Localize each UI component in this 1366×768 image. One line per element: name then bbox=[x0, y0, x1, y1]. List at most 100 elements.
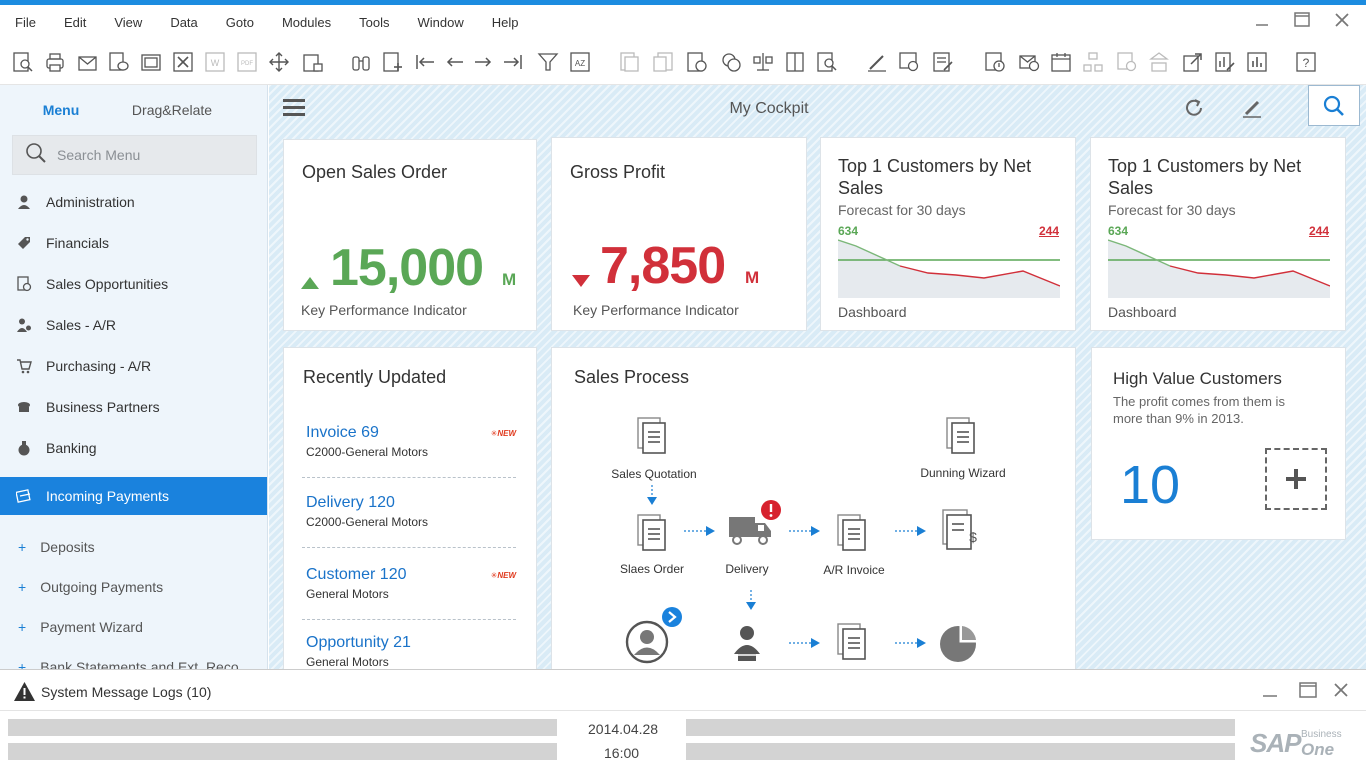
customer-avatar-icon[interactable] bbox=[625, 620, 671, 666]
sidebar-item-financials[interactable]: Financials bbox=[0, 222, 267, 263]
delivery-truck-icon[interactable] bbox=[727, 511, 775, 547]
minimize-icon[interactable] bbox=[1262, 682, 1278, 703]
trend-down-icon bbox=[572, 275, 590, 287]
previous-record-icon[interactable] bbox=[444, 51, 466, 73]
form-settings-icon[interactable] bbox=[932, 51, 954, 73]
bar-chart-icon[interactable] bbox=[1246, 51, 1268, 73]
sidebar-subitem-deposits[interactable]: + Deposits bbox=[0, 527, 267, 567]
sidebar-subitem-bank-statements[interactable]: + Bank Statements and Ext. Reco... bbox=[0, 647, 267, 669]
add-tile-button[interactable] bbox=[1265, 448, 1327, 510]
list-item-link[interactable]: Invoice 69 bbox=[306, 424, 379, 441]
plus-icon: + bbox=[18, 579, 27, 595]
pie-chart-icon[interactable] bbox=[938, 622, 980, 664]
sidebar-item-banking[interactable]: Banking bbox=[0, 427, 267, 468]
tile-subtitle: Forecast for 30 days bbox=[838, 202, 966, 218]
edit-pencil-icon[interactable] bbox=[1241, 97, 1263, 119]
tile-gross-profit[interactable]: Gross Profit 7,850 M Key Performance Ind… bbox=[551, 137, 807, 331]
menu-view[interactable]: View bbox=[114, 14, 143, 30]
sales-order-icon[interactable] bbox=[635, 513, 669, 555]
coins-icon[interactable] bbox=[720, 51, 742, 73]
export-icon[interactable] bbox=[1182, 51, 1204, 73]
close-icon[interactable] bbox=[1332, 10, 1352, 30]
find-icon[interactable] bbox=[12, 51, 34, 73]
settings-document-icon[interactable] bbox=[898, 51, 920, 73]
kpi-unit: M bbox=[502, 270, 517, 289]
cockpit-search-button[interactable] bbox=[1308, 85, 1360, 126]
kpi-footer: Key Performance Indicator bbox=[573, 302, 739, 318]
menu-help[interactable]: Help bbox=[491, 14, 519, 30]
print-icon[interactable] bbox=[44, 51, 66, 73]
incoming-payment-icon[interactable]: $ bbox=[940, 508, 980, 554]
search-menu-input[interactable] bbox=[57, 147, 237, 163]
messages-icon[interactable] bbox=[1018, 51, 1040, 73]
list-item[interactable]: Delivery 120 C2000-General Motors bbox=[306, 494, 516, 529]
edit-icon[interactable] bbox=[866, 51, 888, 73]
sidebar-subitem-payment-wizard[interactable]: + Payment Wizard bbox=[0, 607, 267, 647]
sidebar-item-sales-opportunities[interactable]: Sales Opportunities bbox=[0, 263, 267, 304]
dunning-wizard-icon[interactable] bbox=[944, 416, 978, 458]
list-item-link[interactable]: Customer 120 bbox=[306, 566, 407, 583]
tile-top-customers-2[interactable]: Top 1 Customers by Net Sales Forecast fo… bbox=[1090, 137, 1346, 331]
list-item[interactable]: Customer 120 General Motors ✳NEW bbox=[306, 566, 516, 601]
report-edit-icon[interactable] bbox=[1214, 51, 1236, 73]
email-icon[interactable] bbox=[77, 51, 99, 73]
tile-high-value-customers[interactable]: High Value Customers The profit comes fr… bbox=[1091, 347, 1346, 540]
lock-document-icon[interactable] bbox=[302, 51, 324, 73]
tab-drag-relate[interactable]: Drag&Relate bbox=[131, 102, 213, 118]
filter-icon[interactable] bbox=[537, 51, 559, 73]
binoculars-icon[interactable] bbox=[350, 51, 372, 73]
excel-icon[interactable] bbox=[172, 51, 194, 73]
menu-window[interactable]: Window bbox=[417, 14, 464, 30]
list-item-link[interactable]: Opportunity 21 bbox=[306, 634, 411, 651]
hamburger-menu-icon[interactable] bbox=[283, 98, 305, 118]
menu-data[interactable]: Data bbox=[170, 14, 198, 30]
last-record-icon[interactable] bbox=[502, 51, 524, 73]
journal-icon[interactable] bbox=[784, 51, 806, 73]
minimize-icon[interactable] bbox=[1252, 10, 1272, 30]
list-item-link[interactable]: Delivery 120 bbox=[306, 494, 395, 511]
refresh-icon[interactable] bbox=[1183, 97, 1205, 119]
menu-file[interactable]: File bbox=[15, 14, 36, 30]
sidebar-item-incoming-payments[interactable]: Incoming Payments bbox=[0, 477, 267, 515]
maximize-icon[interactable] bbox=[1292, 10, 1312, 30]
sidebar-item-sales-ar[interactable]: Sales - A/R bbox=[0, 304, 267, 345]
first-record-icon[interactable] bbox=[414, 51, 436, 73]
list-item[interactable]: Opportunity 21 General Motors bbox=[306, 634, 516, 669]
system-message-bar[interactable]: System Message Logs (10) bbox=[0, 669, 1366, 711]
sidebar-subitem-label: Bank Statements and Ext. Reco... bbox=[40, 659, 251, 669]
inspect-document-icon[interactable] bbox=[816, 51, 838, 73]
menu-tools[interactable]: Tools bbox=[359, 14, 390, 30]
next-record-icon[interactable] bbox=[472, 51, 494, 73]
ar-invoice-icon[interactable] bbox=[835, 513, 869, 555]
sales-quotation-icon[interactable] bbox=[635, 416, 669, 458]
sparkline-chart bbox=[1108, 239, 1330, 298]
tile-open-sales-order[interactable]: Open Sales Order 15,000 M Key Performanc… bbox=[283, 139, 537, 331]
sort-icon[interactable]: AZ bbox=[569, 51, 591, 73]
close-icon[interactable] bbox=[1333, 682, 1349, 703]
sidebar-item-administration[interactable]: Administration bbox=[0, 181, 267, 222]
report-document-icon[interactable] bbox=[835, 622, 869, 664]
add-document-icon[interactable] bbox=[382, 51, 404, 73]
tile-title: Open Sales Order bbox=[302, 162, 448, 182]
sidebar-item-purchasing[interactable]: Purchasing - A/R bbox=[0, 345, 267, 386]
fax-icon[interactable] bbox=[140, 51, 162, 73]
sms-icon[interactable] bbox=[108, 51, 130, 73]
list-item[interactable]: Invoice 69 C2000-General Motors ✳NEW bbox=[306, 424, 516, 459]
menu-goto[interactable]: Goto bbox=[225, 14, 254, 30]
menu-modules[interactable]: Modules bbox=[281, 14, 332, 30]
menu-edit[interactable]: Edit bbox=[63, 14, 87, 30]
search-menu-box[interactable] bbox=[12, 135, 257, 175]
tile-top-customers-1[interactable]: Top 1 Customers by Net Sales Forecast fo… bbox=[820, 137, 1076, 331]
sidebar-subitem-outgoing-payments[interactable]: + Outgoing Payments bbox=[0, 567, 267, 607]
alert-document-icon[interactable] bbox=[984, 51, 1006, 73]
tab-menu[interactable]: Menu bbox=[42, 102, 80, 118]
calendar-icon[interactable] bbox=[1050, 51, 1072, 73]
balance-icon[interactable] bbox=[752, 51, 774, 73]
sales-employee-icon[interactable] bbox=[730, 624, 764, 664]
maximize-icon[interactable] bbox=[1298, 681, 1318, 704]
payment-document-icon[interactable] bbox=[686, 51, 708, 73]
forward-badge-icon[interactable] bbox=[661, 606, 683, 628]
help-icon[interactable]: ? bbox=[1295, 51, 1317, 73]
move-icon[interactable] bbox=[268, 51, 290, 73]
sidebar-item-business-partners[interactable]: Business Partners bbox=[0, 386, 267, 427]
